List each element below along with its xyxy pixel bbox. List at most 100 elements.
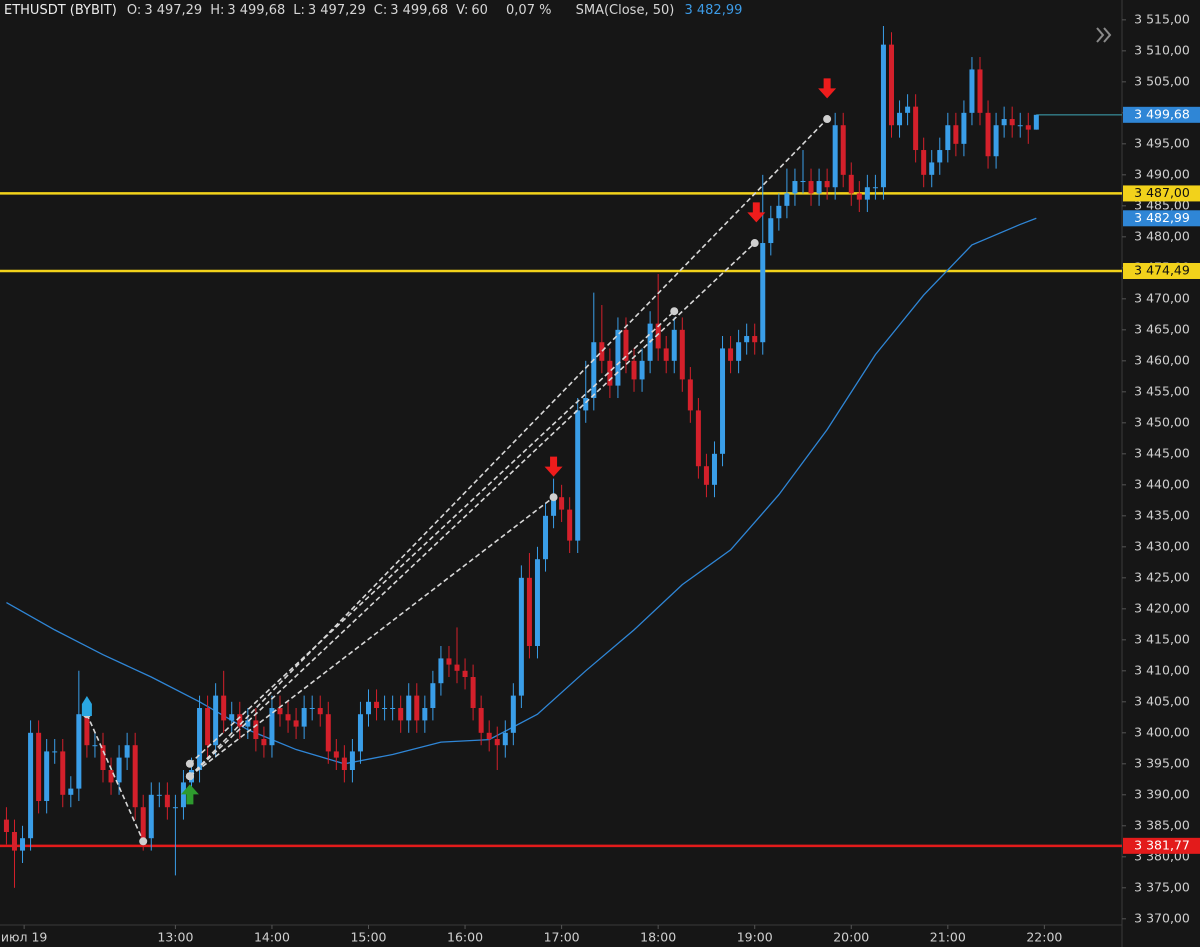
candle-body [543, 515, 549, 560]
candle-body [108, 770, 114, 783]
trend-point [185, 772, 194, 781]
candle-body [1017, 125, 1023, 127]
legend-header: ETHUSDT (BYBIT) O: 3 497,29 H: 3 499,68 L: 3 … [4, 3, 748, 18]
candle-body [124, 745, 130, 758]
y-tick-label: 3 435,00 [1134, 507, 1190, 522]
candle-body [848, 174, 854, 194]
y-tick-label: 3 390,00 [1134, 786, 1190, 801]
x-tick-label: 13:00 [157, 930, 193, 945]
x-tick-label: 19:00 [737, 930, 773, 945]
price-label-box [1123, 262, 1200, 279]
candle-body [856, 193, 862, 200]
candle-body [213, 695, 219, 746]
change: 0,07 % [506, 3, 552, 18]
candle-body [518, 577, 524, 696]
candle-body [357, 714, 363, 752]
double-chevron[interactable] [1096, 27, 1112, 43]
trend-point [139, 837, 148, 846]
candle-body [261, 739, 267, 746]
field-label: V: [456, 3, 469, 18]
candle-body [687, 379, 693, 411]
y-tick-label: 3 490,00 [1134, 166, 1190, 181]
candle-body [1033, 114, 1039, 130]
price-label: 3 482,99 [1134, 210, 1190, 225]
candle-body [703, 466, 709, 485]
candle-body [639, 360, 645, 380]
candle-body [840, 125, 846, 175]
trend-line [189, 310, 675, 765]
sma-line [6, 217, 1037, 765]
candle-body [897, 112, 903, 126]
x-tick-label: 21:00 [930, 930, 966, 945]
candle-body [502, 732, 508, 746]
candle-body [317, 708, 323, 715]
candle-body [510, 695, 516, 733]
y-tick-label: 3 400,00 [1134, 724, 1190, 739]
candle-body [872, 187, 878, 189]
price-label: 3 487,00 [1134, 185, 1190, 200]
candle-body [776, 205, 782, 219]
trend-point [549, 493, 558, 502]
candle-body [655, 323, 661, 349]
candle-body [977, 69, 983, 113]
candle-body [1025, 125, 1031, 130]
candle-body [446, 658, 452, 665]
candle-body [52, 751, 58, 753]
trend-line [86, 713, 144, 842]
candle-body [140, 807, 146, 839]
y-tick-label: 3 480,00 [1134, 228, 1190, 243]
candle-body [148, 794, 154, 839]
candle-body [221, 695, 227, 721]
candle-body [68, 788, 74, 795]
x-tick-label: 14:00 [254, 930, 290, 945]
scroll-icon[interactable] [1096, 27, 1112, 43]
candle-body [180, 782, 186, 808]
candle-body [615, 329, 621, 386]
candle-body [816, 181, 822, 194]
y-tick-label: 3 445,00 [1134, 445, 1190, 460]
candle-body [663, 348, 669, 361]
candle-body [253, 720, 259, 740]
candle-body [711, 453, 717, 485]
x-tick-label: июл 19 [1, 930, 48, 945]
candle-body [406, 695, 412, 721]
trend-line [189, 118, 828, 777]
x-tick-label: 17:00 [544, 930, 580, 945]
candle-body [913, 106, 919, 151]
trend-point [823, 115, 832, 124]
candle-body [526, 577, 532, 647]
y-tick-label: 3 385,00 [1134, 817, 1190, 832]
candle-body [1009, 119, 1015, 126]
symbol: ETHUSDT (BYBIT) [4, 3, 117, 18]
candle-body [301, 708, 307, 727]
y-tick-label: 3 465,00 [1134, 321, 1190, 336]
signal-arrow [544, 456, 563, 477]
trend-line [189, 496, 555, 777]
candle-body [824, 181, 830, 188]
price-label-box [1123, 837, 1200, 854]
candle-body [28, 732, 34, 839]
y-tick-label: 3 450,00 [1134, 414, 1190, 429]
candle-body [792, 181, 798, 194]
candle-body [800, 181, 806, 183]
candle-body [864, 187, 870, 200]
candle-body [551, 497, 557, 516]
candle-body [462, 670, 468, 678]
candle-body [591, 342, 597, 399]
candle-body [341, 757, 347, 771]
signal-arrow [747, 202, 766, 223]
x-tick-label: 15:00 [350, 930, 386, 945]
x-tick-label: 18:00 [640, 930, 676, 945]
candle-body [398, 708, 404, 721]
y-tick-label: 3 470,00 [1134, 290, 1190, 305]
field-value: 3 497,29 [144, 3, 203, 18]
candle-body [744, 336, 750, 343]
candle-body [1001, 119, 1007, 126]
candle-body [768, 218, 774, 244]
field-value: 60 [471, 3, 488, 18]
candle-body [237, 714, 243, 727]
candle-body [736, 342, 742, 361]
candle-body [245, 720, 251, 727]
plot-area [0, 26, 1122, 888]
